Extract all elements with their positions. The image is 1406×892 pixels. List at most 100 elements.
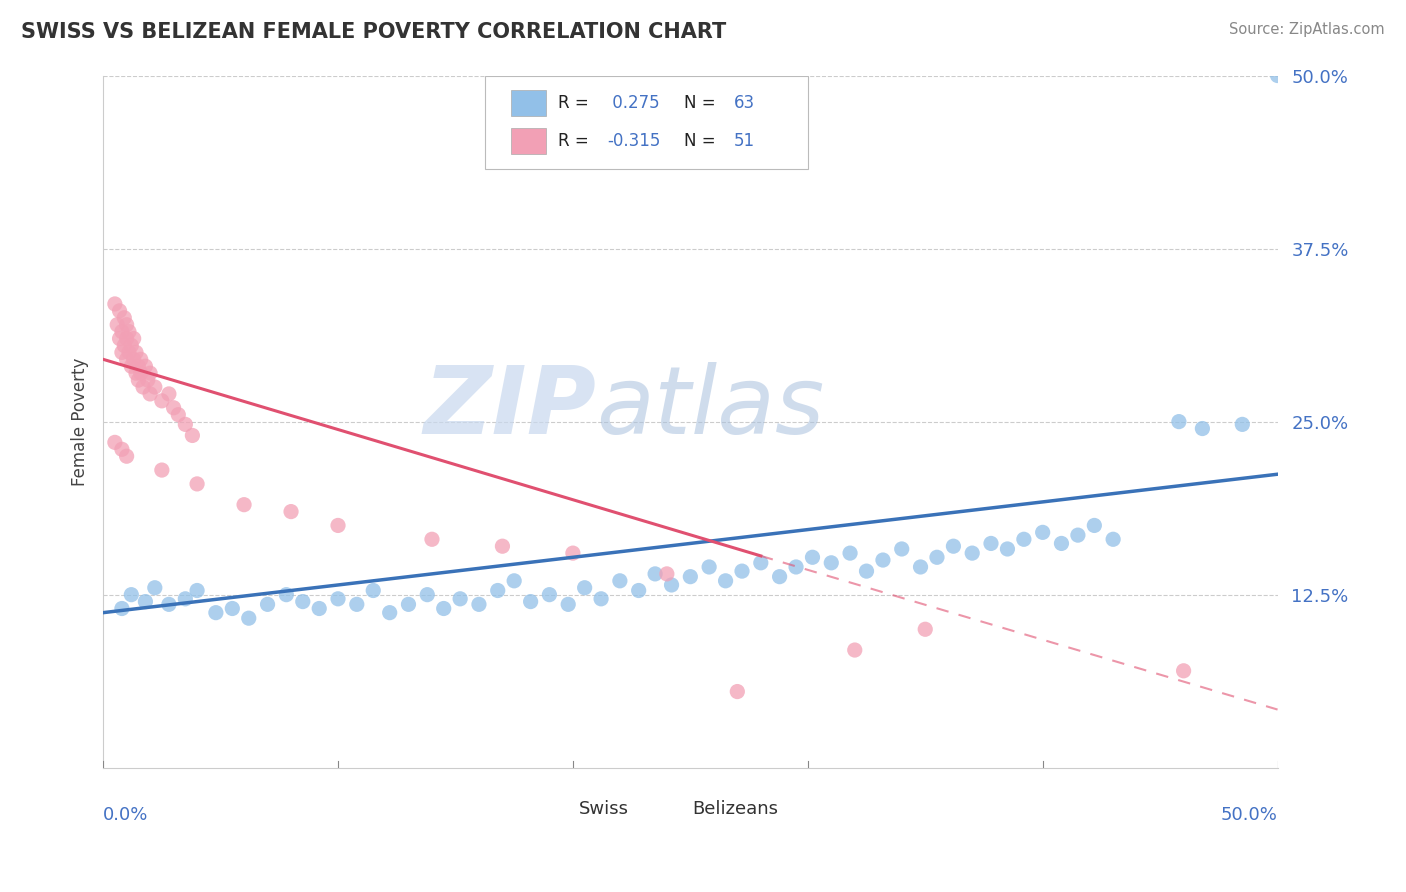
Point <box>661 578 683 592</box>
Point <box>129 352 152 367</box>
Text: ZIP: ZIP <box>423 362 596 454</box>
Point <box>468 598 491 612</box>
Point <box>644 566 666 581</box>
Point <box>731 564 754 578</box>
Y-axis label: Female Poverty: Female Poverty <box>72 358 89 486</box>
Point <box>398 598 420 612</box>
Point <box>108 332 131 346</box>
Point <box>1102 533 1125 547</box>
Point <box>105 318 128 332</box>
Point <box>872 553 894 567</box>
Point <box>326 591 349 606</box>
Point <box>1083 518 1105 533</box>
Point <box>627 583 650 598</box>
Point <box>104 297 127 311</box>
Point <box>326 518 349 533</box>
Text: R =: R = <box>558 132 593 151</box>
Point <box>125 345 148 359</box>
Point <box>960 546 983 560</box>
Point <box>914 622 936 636</box>
Point <box>112 338 135 352</box>
Text: -0.315: -0.315 <box>607 132 661 151</box>
Point <box>997 541 1019 556</box>
Point <box>167 408 190 422</box>
Bar <box>510 90 546 116</box>
Point <box>574 581 596 595</box>
Point <box>238 611 260 625</box>
Point <box>143 380 166 394</box>
Bar <box>510 128 546 154</box>
Point <box>115 449 138 463</box>
Point <box>157 598 180 612</box>
Text: N =: N = <box>685 132 721 151</box>
Text: N =: N = <box>685 95 721 112</box>
Point <box>942 539 965 553</box>
Point <box>233 498 256 512</box>
Point <box>679 569 702 583</box>
Text: R =: R = <box>558 95 593 112</box>
Bar <box>547 802 572 820</box>
Point <box>855 564 877 578</box>
Point <box>139 366 162 380</box>
Point <box>256 598 278 612</box>
Point <box>1232 417 1254 432</box>
Point <box>132 380 155 394</box>
Point <box>433 601 456 615</box>
Point <box>221 601 243 615</box>
Point <box>115 352 138 367</box>
Point <box>785 560 807 574</box>
Point <box>557 598 579 612</box>
Point <box>503 574 526 588</box>
Point <box>890 541 912 556</box>
Point <box>150 463 173 477</box>
Point <box>143 581 166 595</box>
Point <box>308 601 330 615</box>
Point <box>115 332 138 346</box>
Point <box>655 566 678 581</box>
Point <box>122 352 145 367</box>
Point <box>538 588 561 602</box>
Point <box>125 366 148 380</box>
Point <box>118 345 141 359</box>
Text: atlas: atlas <box>596 362 825 453</box>
Point <box>111 345 134 359</box>
Text: Swiss: Swiss <box>579 800 628 818</box>
Text: 0.0%: 0.0% <box>103 805 149 824</box>
Point <box>801 550 824 565</box>
Point <box>127 373 149 387</box>
Point <box>768 569 790 583</box>
Point <box>291 594 314 608</box>
Point <box>346 598 368 612</box>
Text: Belizeans: Belizeans <box>693 800 779 818</box>
Text: SWISS VS BELIZEAN FEMALE POVERTY CORRELATION CHART: SWISS VS BELIZEAN FEMALE POVERTY CORRELA… <box>21 22 727 42</box>
Point <box>120 588 142 602</box>
Point <box>162 401 184 415</box>
Point <box>127 359 149 374</box>
Point <box>725 684 748 698</box>
Point <box>844 643 866 657</box>
Point <box>980 536 1002 550</box>
Point <box>111 442 134 457</box>
Point <box>111 325 134 339</box>
Point <box>1050 536 1073 550</box>
Point <box>120 338 142 352</box>
Bar <box>661 802 686 820</box>
Point <box>1267 69 1289 83</box>
Point <box>491 539 513 553</box>
Point <box>561 546 583 560</box>
Point <box>120 359 142 374</box>
Point <box>129 366 152 380</box>
Point <box>115 318 138 332</box>
Point <box>416 588 439 602</box>
Text: Source: ZipAtlas.com: Source: ZipAtlas.com <box>1229 22 1385 37</box>
Point <box>186 583 208 598</box>
Point <box>205 606 228 620</box>
Point <box>111 601 134 615</box>
Point <box>714 574 737 588</box>
Point <box>1191 421 1213 435</box>
Point <box>1173 664 1195 678</box>
Point <box>157 387 180 401</box>
Point <box>378 606 401 620</box>
Point <box>609 574 631 588</box>
Point <box>820 556 842 570</box>
